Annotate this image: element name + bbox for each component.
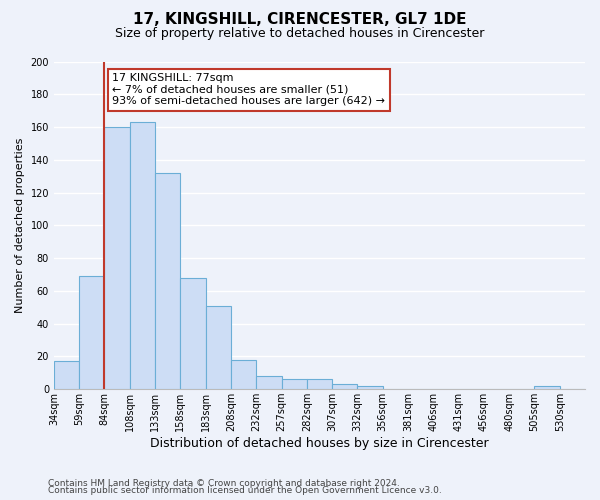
Bar: [181, 278, 206, 389]
X-axis label: Distribution of detached houses by size in Cirencester: Distribution of detached houses by size …: [150, 437, 489, 450]
Bar: [206, 306, 231, 389]
Text: Contains public sector information licensed under the Open Government Licence v3: Contains public sector information licen…: [48, 486, 442, 495]
Bar: [79, 276, 104, 389]
Bar: [130, 122, 155, 389]
Bar: [535, 386, 560, 389]
Bar: [358, 386, 383, 389]
Text: 17, KINGSHILL, CIRENCESTER, GL7 1DE: 17, KINGSHILL, CIRENCESTER, GL7 1DE: [133, 12, 467, 28]
Bar: [104, 127, 130, 389]
Y-axis label: Number of detached properties: Number of detached properties: [15, 138, 25, 313]
Bar: [54, 362, 79, 389]
Bar: [332, 384, 358, 389]
Text: Size of property relative to detached houses in Cirencester: Size of property relative to detached ho…: [115, 28, 485, 40]
Bar: [307, 380, 332, 389]
Bar: [155, 173, 181, 389]
Bar: [256, 376, 281, 389]
Bar: [281, 380, 307, 389]
Text: Contains HM Land Registry data © Crown copyright and database right 2024.: Contains HM Land Registry data © Crown c…: [48, 478, 400, 488]
Text: 17 KINGSHILL: 77sqm
← 7% of detached houses are smaller (51)
93% of semi-detache: 17 KINGSHILL: 77sqm ← 7% of detached hou…: [112, 73, 385, 106]
Bar: [231, 360, 256, 389]
